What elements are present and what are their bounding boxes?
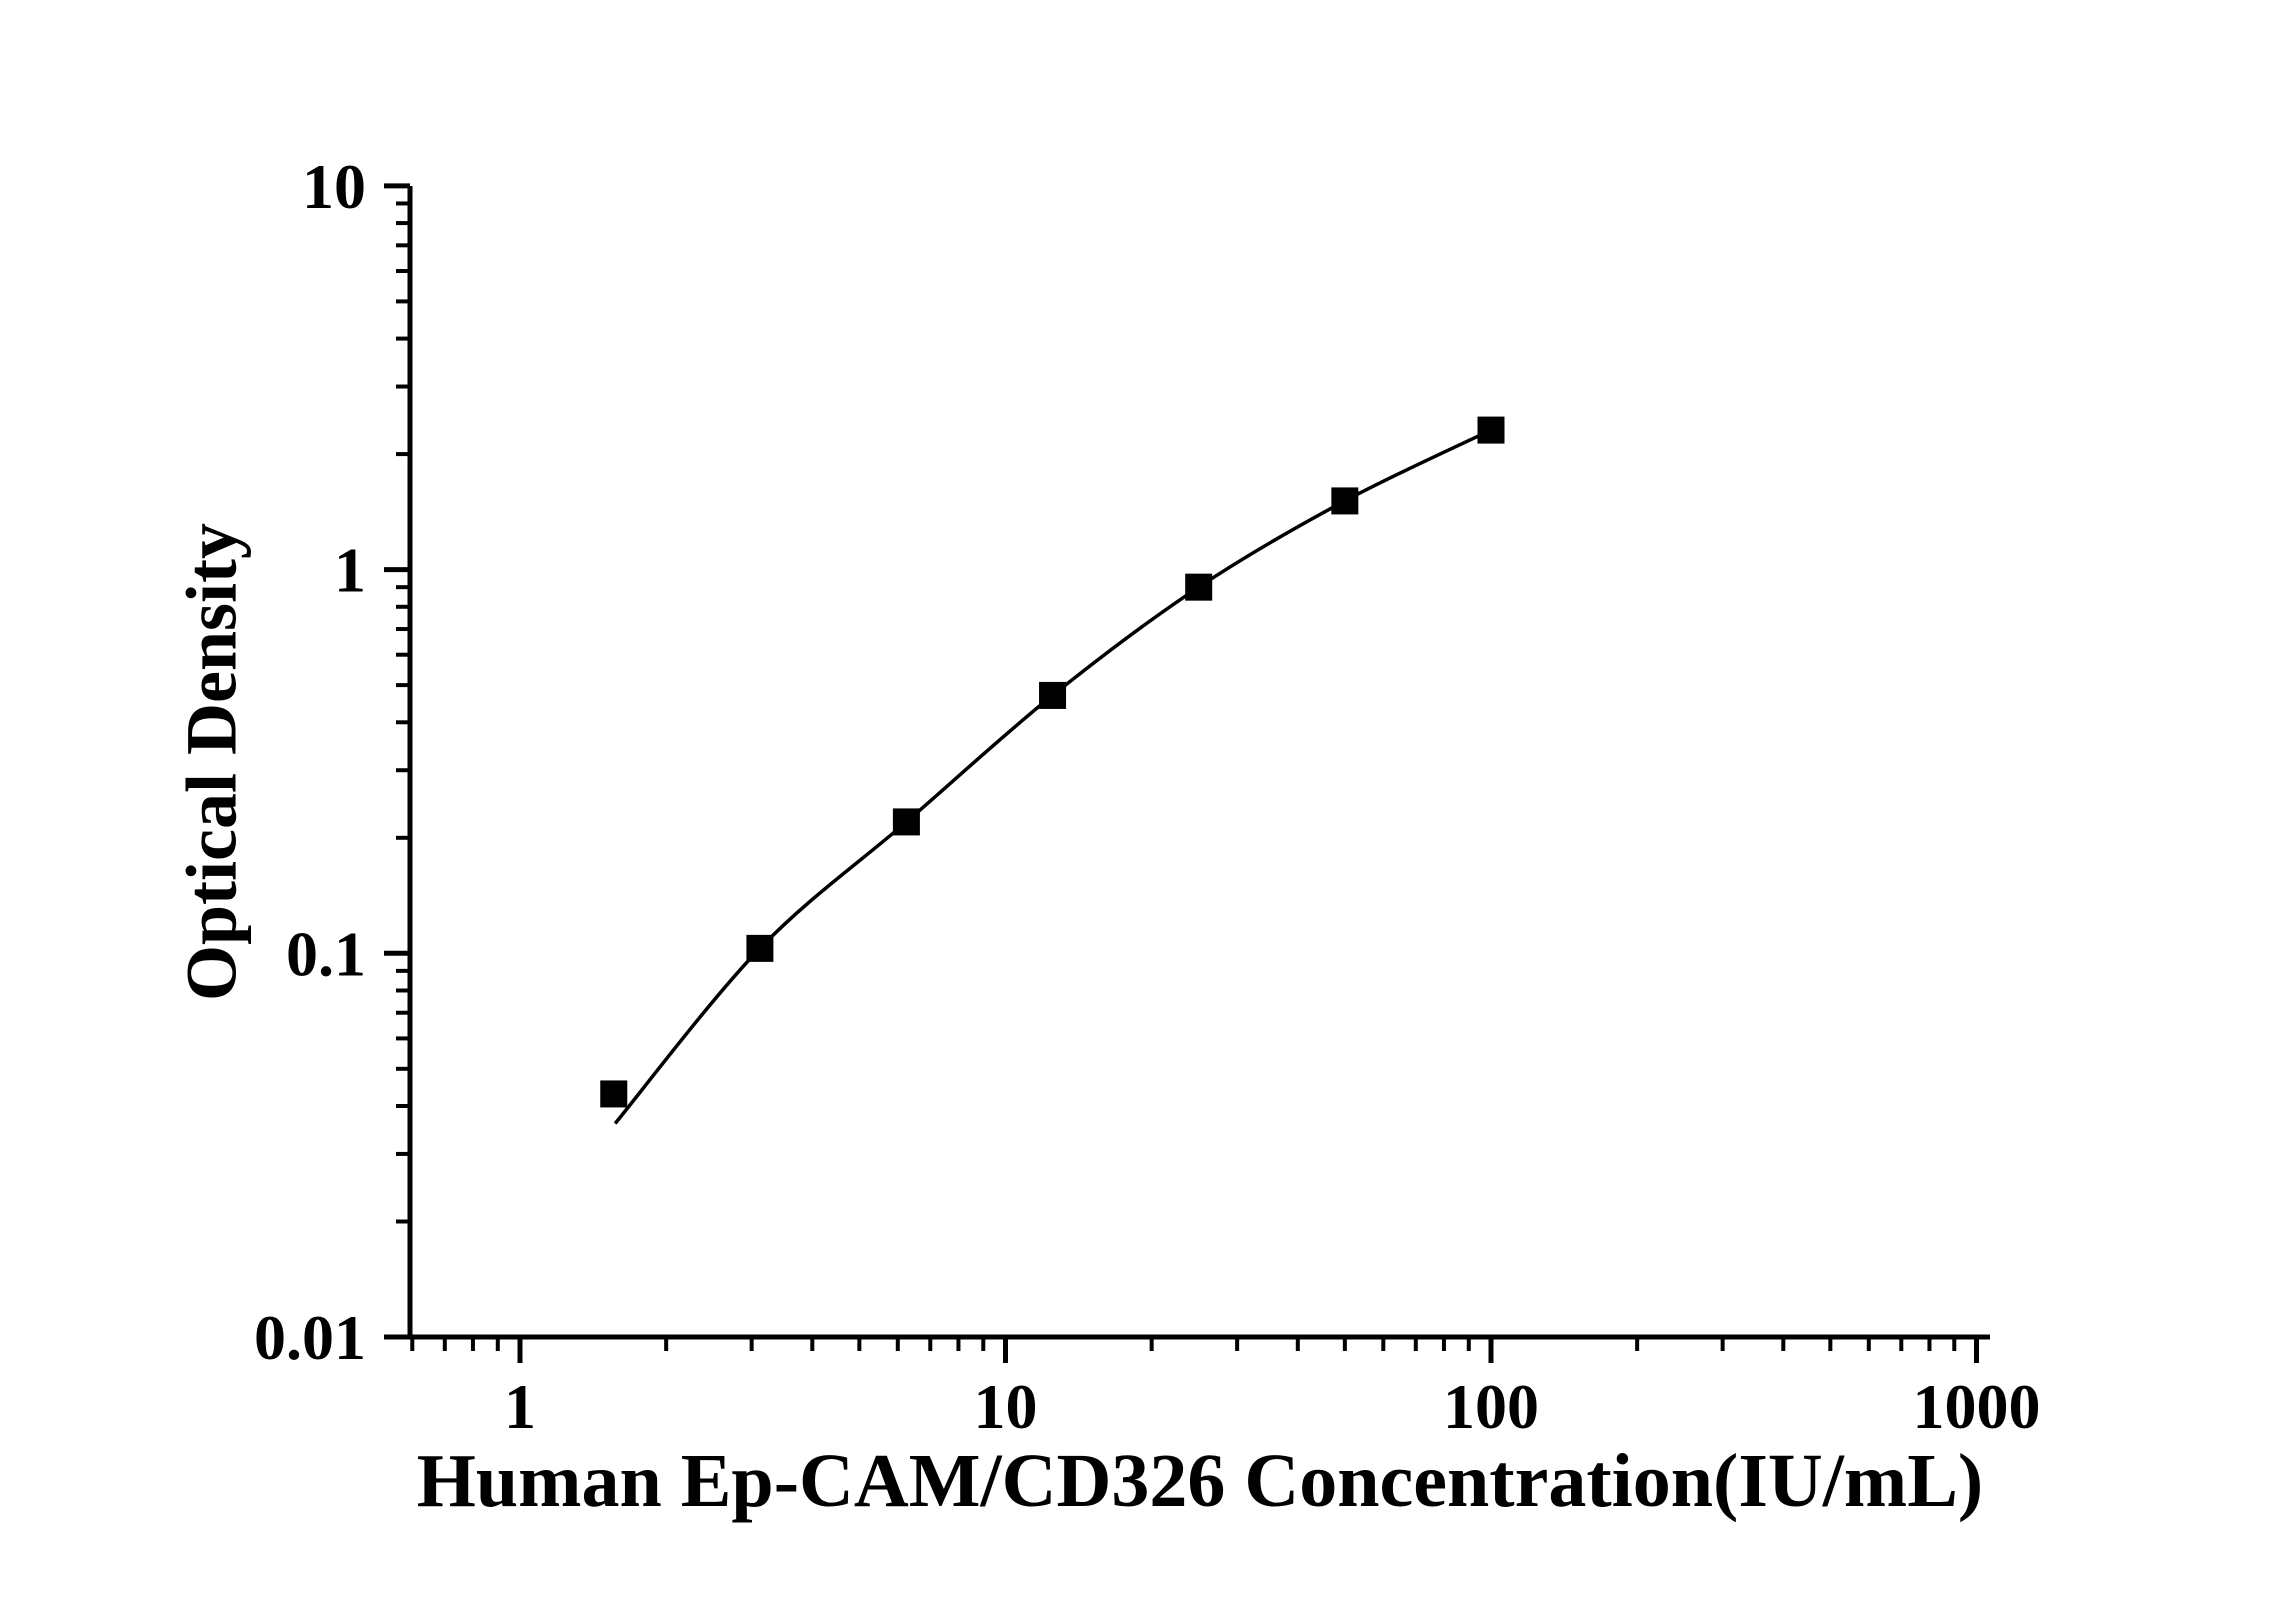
- y-tick-label: 0.1: [286, 918, 366, 989]
- data-point-marker: [1331, 487, 1359, 515]
- data-point-marker: [600, 1080, 628, 1108]
- x-tick-label: 100: [1443, 1371, 1539, 1442]
- x-tick-label: 10: [974, 1371, 1038, 1442]
- y-tick-label: 1: [334, 535, 366, 606]
- data-point-marker: [1039, 681, 1067, 709]
- y-tick-label: 10: [302, 151, 366, 222]
- y-axis-title: Optical Density: [171, 523, 252, 1001]
- data-point-marker: [892, 808, 920, 836]
- fit-curve-line: [613, 428, 1492, 1125]
- x-tick-label: 1000: [1913, 1371, 2041, 1442]
- data-point-marker: [1185, 573, 1213, 601]
- x-axis-title: Human Ep-CAM/CD326 Concentration(IU/mL): [416, 1439, 1984, 1523]
- y-tick-label: 0.01: [254, 1302, 366, 1373]
- data-point-marker: [1477, 416, 1505, 444]
- data-point-marker: [746, 934, 774, 962]
- x-tick-label: 1: [504, 1371, 536, 1442]
